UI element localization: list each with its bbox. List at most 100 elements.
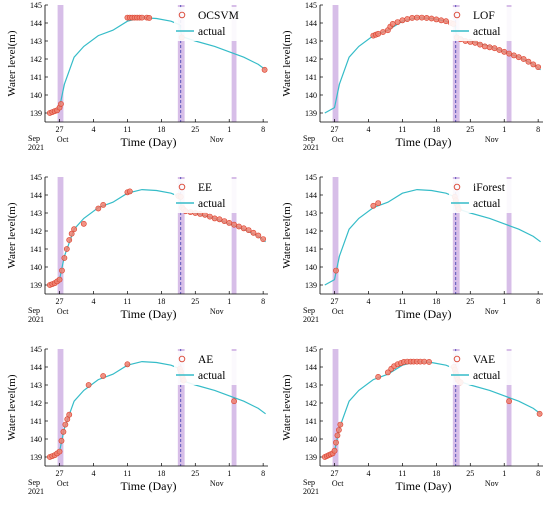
year-label: 2021 [28, 315, 44, 324]
month-label-oct: Oct [332, 135, 344, 144]
anomaly-point [59, 267, 65, 274]
highlight-band [332, 349, 339, 466]
anomaly-point [85, 382, 92, 388]
x-tick-label: 11 [124, 125, 132, 134]
x-tick-label: 8 [261, 297, 265, 306]
x-tick-label: 11 [399, 297, 407, 306]
anomaly-point [536, 410, 543, 417]
year-label: 2021 [303, 315, 319, 324]
y-tick-label: 145 [30, 1, 42, 10]
month-label-sep: Sep [28, 134, 40, 143]
month-label-nov: Nov [485, 135, 499, 144]
anomaly-point [501, 48, 508, 55]
anomaly-point [100, 373, 107, 379]
legend-anomaly-marker [453, 355, 461, 363]
anomaly-point [211, 215, 218, 222]
month-label-sep: Sep [28, 306, 40, 315]
x-tick-label: 18 [157, 469, 165, 478]
y-tick-label: 140 [305, 435, 317, 444]
anomaly-point [206, 213, 213, 220]
highlight-band [506, 177, 512, 294]
y-tick-label: 144 [30, 19, 42, 28]
anomaly-point [399, 17, 406, 24]
x-tick-label: 11 [124, 469, 132, 478]
anomaly-point [491, 45, 498, 52]
anomaly-point [333, 439, 339, 446]
legend-anomaly-marker [178, 355, 186, 363]
month-label-oct: Oct [332, 307, 344, 316]
x-tick-label: 25 [191, 297, 199, 306]
y-axis-title: Water level(m) [281, 374, 293, 440]
anomaly-point [56, 276, 63, 283]
legend-box [449, 179, 539, 213]
x-tick-label: 27 [56, 297, 64, 306]
x-axis-title: Time (Day) [121, 307, 177, 321]
anomaly-point [384, 369, 391, 376]
x-tick-label: 1 [227, 469, 231, 478]
anomaly-point [433, 16, 440, 23]
anomaly-point [525, 58, 532, 65]
anomaly-point [62, 421, 69, 428]
highlight-band [332, 177, 339, 294]
x-tick-label: 4 [91, 125, 95, 134]
legend-box [174, 179, 264, 213]
anomaly-point [60, 428, 67, 435]
anomaly-point [56, 448, 63, 455]
highlight-band [506, 5, 512, 122]
month-label-oct: Oct [57, 307, 69, 316]
anomaly-point [250, 229, 257, 236]
legend-box [174, 351, 264, 385]
x-tick-label: 18 [157, 125, 165, 134]
x-tick-label: 1 [227, 297, 231, 306]
month-label-sep: Sep [303, 134, 315, 143]
y-tick-label: 142 [30, 55, 42, 64]
x-tick-label: 27 [331, 469, 339, 478]
anomaly-point [375, 30, 382, 37]
legend-label-method: iForest [473, 182, 506, 194]
x-tick-label: 4 [366, 469, 370, 478]
anomaly-point [236, 223, 242, 230]
y-tick-label: 141 [305, 417, 317, 426]
y-tick-label: 144 [305, 363, 317, 372]
highlight-band [231, 5, 237, 122]
y-tick-label: 141 [30, 245, 42, 254]
month-label-nov: Nov [210, 307, 224, 316]
actual-series-line [49, 360, 266, 458]
legend-anomaly-marker [178, 11, 186, 19]
y-tick-label: 144 [30, 191, 42, 200]
legend-box [174, 7, 264, 41]
x-axis-title: Time (Day) [396, 307, 452, 321]
anomaly-point [124, 361, 131, 368]
anomaly-point [68, 230, 75, 237]
x-tick-label: 11 [399, 125, 407, 134]
highlight-band [231, 177, 237, 294]
anomaly-point [535, 64, 542, 70]
y-tick-label: 143 [305, 381, 317, 390]
y-tick-label: 140 [305, 263, 317, 272]
anomaly-point [260, 236, 267, 242]
year-label: 2021 [28, 143, 44, 152]
y-tick-label: 139 [30, 453, 42, 462]
month-label-sep: Sep [303, 306, 315, 315]
highlight-band [57, 177, 64, 294]
anomaly-point [261, 66, 268, 73]
y-tick-label: 141 [305, 73, 317, 82]
legend-label-method: LOF [473, 10, 495, 22]
y-axis-title: Water level(m) [6, 30, 18, 96]
anomaly-point [423, 15, 430, 21]
y-tick-label: 141 [305, 245, 317, 254]
x-tick-label: 25 [191, 469, 199, 478]
anomaly-point [428, 15, 435, 22]
anomaly-point [370, 202, 377, 209]
x-tick-label: 18 [432, 297, 440, 306]
anomaly-point [486, 44, 493, 51]
x-tick-label: 8 [261, 125, 265, 134]
anomaly-point [66, 237, 73, 243]
y-tick-label: 145 [305, 345, 317, 354]
x-tick-label: 18 [432, 125, 440, 134]
anomaly-point [100, 202, 107, 208]
x-tick-label: 4 [366, 297, 370, 306]
anomaly-point [414, 14, 420, 21]
